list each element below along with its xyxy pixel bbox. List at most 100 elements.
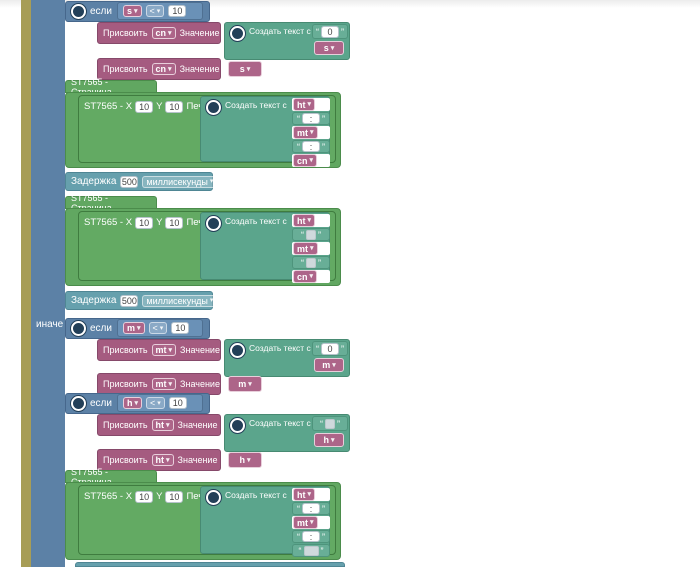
dropdown-arrow-icon: ▾ bbox=[168, 346, 173, 354]
dropdown-arrow-icon: ▾ bbox=[330, 436, 335, 444]
y-coord-field[interactable]: 10 bbox=[165, 216, 184, 229]
then-label: то bbox=[70, 27, 81, 38]
variable-chip-h[interactable]: h ▾ bbox=[123, 397, 143, 409]
string-block-zero[interactable]: “ 0 ” bbox=[312, 24, 348, 39]
else-label: иначе bbox=[70, 378, 98, 389]
delay-unit-dropdown[interactable]: миллисекунды ▾ bbox=[142, 294, 218, 307]
assign-block-cn-else[interactable]: Присвоить cn ▾ Значение bbox=[97, 58, 221, 80]
delay-block[interactable]: Задержка 500 миллисекунды ▾ bbox=[65, 172, 218, 191]
delay-ms-field[interactable]: 500 bbox=[120, 294, 139, 307]
mutator-gear-icon[interactable] bbox=[206, 216, 221, 231]
delay-unit-dropdown[interactable]: миллисекунды ▾ bbox=[142, 175, 218, 188]
string-block-colon[interactable]: “:” bbox=[292, 502, 330, 515]
variable-chip-mt[interactable]: mt ▾ bbox=[293, 242, 318, 255]
mutator-gear-icon[interactable] bbox=[206, 490, 221, 505]
string-block-zero[interactable]: “ 0 ” bbox=[312, 341, 348, 356]
value-socket: ht ▾ bbox=[292, 488, 330, 501]
y-coord-field[interactable]: 10 bbox=[165, 100, 184, 113]
number-field-limit[interactable]: 10 bbox=[171, 322, 190, 334]
string-block-colon[interactable]: “:” bbox=[292, 140, 330, 153]
variable-chip-mt[interactable]: mt ▾ bbox=[293, 516, 318, 529]
dropdown-arrow-icon: ▾ bbox=[134, 7, 138, 15]
if-keyword: если bbox=[90, 323, 112, 334]
value-socket: mt ▾ bbox=[292, 516, 330, 529]
variable-chip-h[interactable]: h ▾ bbox=[314, 433, 344, 447]
variable-chip-s[interactable]: s ▾ bbox=[123, 5, 142, 17]
string-block-space[interactable]: “ ” bbox=[292, 228, 330, 241]
string-block-space[interactable]: “ ” bbox=[292, 256, 330, 269]
dropdown-arrow-icon: ▾ bbox=[137, 324, 141, 332]
loop-block-spine[interactable] bbox=[21, 0, 31, 567]
variable-chip-m[interactable]: m ▾ bbox=[314, 358, 344, 372]
variable-chip-s[interactable]: s ▾ bbox=[228, 61, 262, 77]
variable-chip-h[interactable]: h ▾ bbox=[228, 452, 262, 468]
mutator-gear-icon[interactable] bbox=[230, 418, 245, 433]
dropdown-arrow-icon: ▾ bbox=[168, 380, 173, 388]
mutator-gear-icon[interactable] bbox=[206, 100, 221, 115]
assign-block-ht-else[interactable]: Присвоить ht ▾ Значение bbox=[97, 449, 221, 471]
string-block-colon[interactable]: “:” bbox=[292, 112, 330, 125]
page-block-header[interactable]: ST7565 - Страница bbox=[65, 193, 157, 213]
dropdown-arrow-icon: ▾ bbox=[307, 491, 312, 498]
mutator-gear-icon[interactable] bbox=[71, 321, 86, 336]
assign-block-cn-then[interactable]: Присвоить cn ▾ Значение bbox=[97, 22, 221, 44]
delay-ms-field[interactable]: 500 bbox=[120, 175, 139, 188]
x-coord-field[interactable]: 10 bbox=[135, 490, 154, 503]
variable-chip-cn[interactable]: cn ▾ bbox=[293, 154, 318, 167]
y-coord-field[interactable]: 10 bbox=[165, 490, 184, 503]
else-label: иначе bbox=[70, 62, 98, 73]
dropdown-arrow-icon: ▾ bbox=[248, 380, 252, 388]
delay-block-partial[interactable] bbox=[75, 562, 345, 567]
print-params: ST7565 - X 10 Y 10 Печать bbox=[84, 100, 218, 113]
mutator-gear-icon[interactable] bbox=[71, 396, 86, 411]
assign-block-mt-else[interactable]: Присвоить mt ▾ Значение bbox=[97, 373, 221, 395]
else-label: иначе bbox=[70, 453, 98, 464]
variable-chip-mt[interactable]: mt ▾ bbox=[151, 344, 177, 356]
mutator-gear-icon[interactable] bbox=[230, 343, 245, 358]
delay-block[interactable]: Задержка 500 миллисекунды ▾ bbox=[65, 291, 218, 310]
variable-chip-cn[interactable]: cn ▾ bbox=[151, 27, 176, 39]
variable-chip-cn[interactable]: cn ▾ bbox=[293, 270, 318, 283]
string-block-wide-space[interactable]: “ ” bbox=[292, 544, 330, 557]
variable-chip-m[interactable]: m ▾ bbox=[123, 322, 145, 334]
assign-block-mt-then[interactable]: Присвоить mt ▾ Значение bbox=[97, 339, 221, 361]
dropdown-arrow-icon: ▾ bbox=[159, 324, 164, 332]
variable-chip-ht[interactable]: ht ▾ bbox=[151, 419, 174, 431]
dropdown-arrow-icon: ▾ bbox=[330, 44, 335, 52]
dropdown-arrow-icon: ▾ bbox=[309, 157, 314, 164]
outer-if-block-spine[interactable] bbox=[31, 0, 65, 567]
x-coord-field[interactable]: 10 bbox=[135, 100, 154, 113]
dropdown-arrow-icon: ▾ bbox=[246, 456, 251, 464]
mutator-gear-icon[interactable] bbox=[71, 4, 86, 19]
assign-block-ht-then[interactable]: Присвоить ht ▾ Значение bbox=[97, 414, 221, 436]
variable-chip-ht[interactable]: ht ▾ bbox=[151, 454, 174, 466]
variable-chip-mt[interactable]: mt ▾ bbox=[293, 126, 318, 139]
variable-chip-ht[interactable]: ht ▾ bbox=[293, 98, 316, 111]
string-block-colon[interactable]: “:” bbox=[292, 530, 330, 543]
variable-chip-cn[interactable]: cn ▾ bbox=[151, 63, 176, 75]
operator-dropdown[interactable]: < ▾ bbox=[148, 322, 168, 334]
if-keyword: если bbox=[90, 398, 112, 409]
operator-dropdown[interactable]: < ▾ bbox=[146, 397, 165, 409]
comparison-block-m[interactable]: m ▾ < ▾ 10 bbox=[117, 319, 203, 337]
dropdown-arrow-icon: ▾ bbox=[332, 361, 336, 369]
dropdown-arrow-icon: ▾ bbox=[209, 178, 214, 185]
x-coord-field[interactable]: 10 bbox=[135, 216, 154, 229]
operator-dropdown[interactable]: < ▾ bbox=[145, 5, 165, 17]
comparison-block-h[interactable]: h ▾ < ▾ 10 bbox=[117, 394, 203, 412]
value-socket: ht ▾ bbox=[292, 98, 330, 111]
variable-chip-mt[interactable]: mt ▾ bbox=[151, 378, 177, 390]
string-block-space[interactable]: “ ” bbox=[312, 416, 348, 431]
dropdown-arrow-icon: ▾ bbox=[310, 519, 314, 526]
variable-chip-ht[interactable]: ht ▾ bbox=[293, 214, 316, 227]
number-field-limit[interactable]: 10 bbox=[168, 5, 187, 17]
variable-chip-s[interactable]: s ▾ bbox=[314, 41, 344, 55]
dropdown-arrow-icon: ▾ bbox=[307, 101, 312, 108]
comparison-block-s[interactable]: s ▾ < ▾ 10 bbox=[117, 2, 203, 20]
variable-chip-ht[interactable]: ht ▾ bbox=[293, 488, 316, 501]
number-field-limit[interactable]: 10 bbox=[168, 397, 187, 409]
dropdown-arrow-icon: ▾ bbox=[309, 273, 314, 280]
value-socket: cn ▾ bbox=[292, 154, 330, 167]
variable-chip-m[interactable]: m ▾ bbox=[228, 376, 262, 392]
mutator-gear-icon[interactable] bbox=[230, 26, 245, 41]
